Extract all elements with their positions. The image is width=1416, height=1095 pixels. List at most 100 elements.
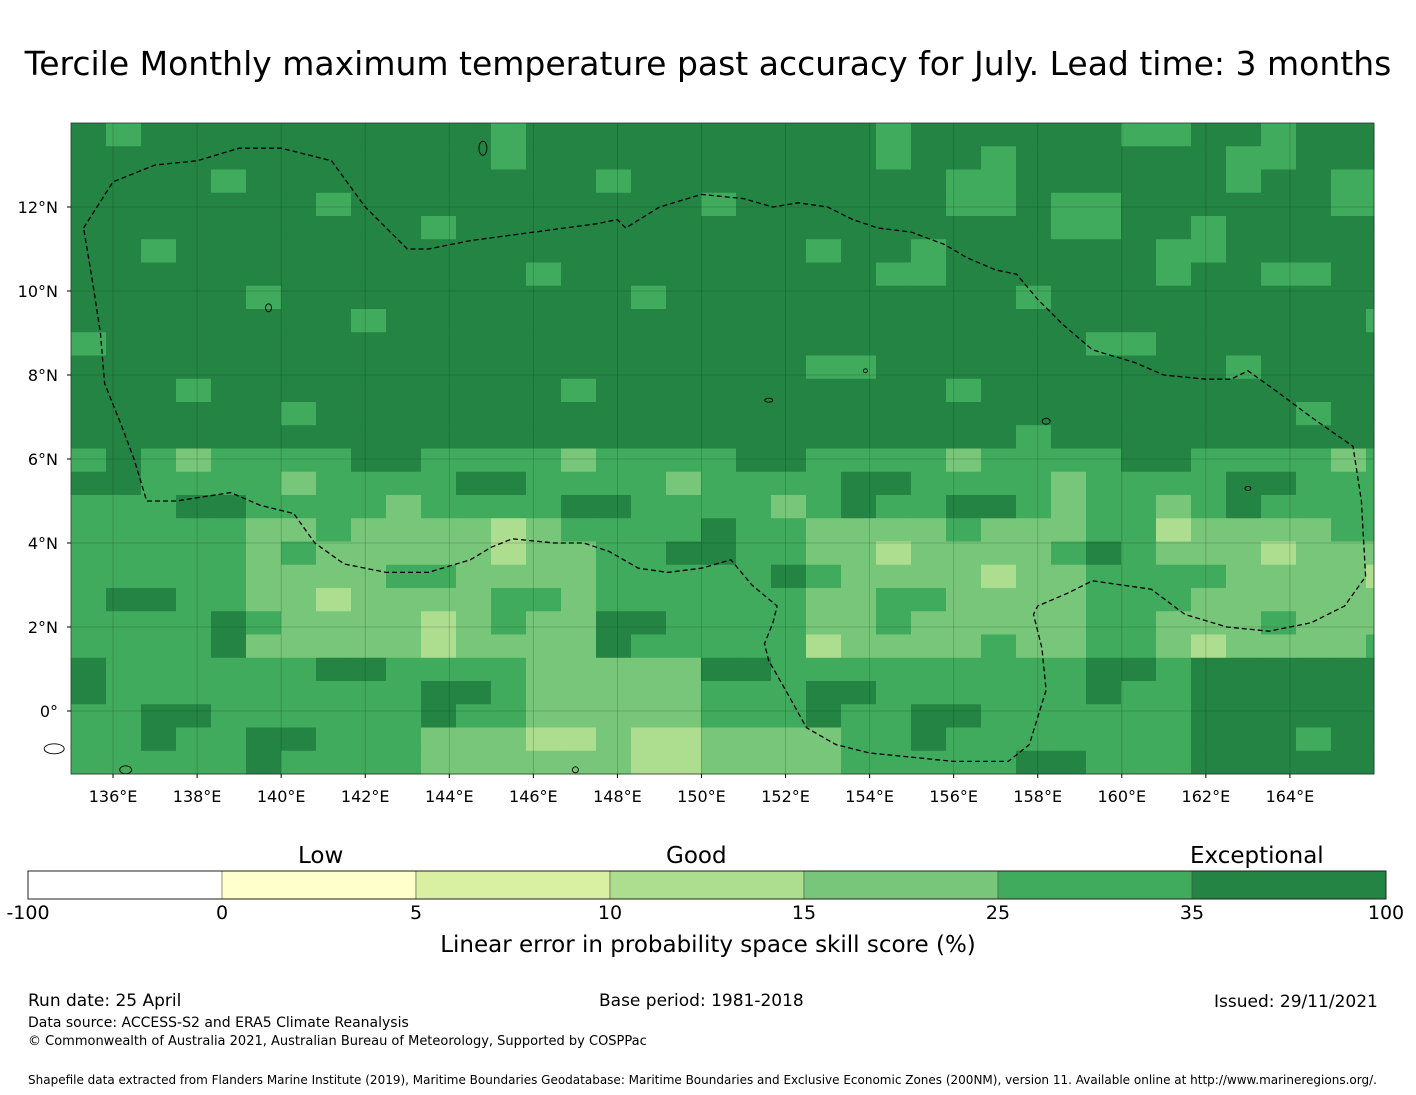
grid-cell	[1331, 564, 1367, 589]
grid-cell	[631, 355, 667, 380]
grid-cell	[701, 448, 737, 473]
grid-cell	[526, 704, 562, 728]
grid-cell	[736, 611, 772, 635]
grid-cell	[141, 262, 177, 287]
grid-cell	[981, 448, 1017, 473]
grid-cell	[1156, 355, 1192, 380]
grid-cell	[911, 123, 947, 147]
grid-cell	[316, 425, 352, 449]
grid-cell	[736, 471, 772, 496]
grid-cell	[1226, 727, 1262, 752]
grid-cell	[1226, 332, 1262, 356]
grid-cell	[1366, 239, 1375, 263]
grid-cell	[1156, 518, 1192, 542]
grid-cell	[1366, 332, 1375, 356]
grid-cell	[981, 402, 1017, 426]
grid-cell	[561, 262, 597, 287]
grid-cell	[351, 634, 387, 659]
grid-cell	[1366, 704, 1375, 728]
grid-cell	[561, 448, 597, 473]
shapefile-credit: Shapefile data extracted from Flanders M…	[28, 1073, 1377, 1087]
lat-tick-label: 12°N	[18, 198, 58, 217]
grid-cell	[981, 309, 1017, 333]
grid-cell	[1086, 309, 1122, 333]
grid-cell	[771, 750, 807, 775]
grid-cell	[526, 750, 562, 775]
grid-cell	[211, 332, 247, 356]
grid-cell	[771, 611, 807, 635]
grid-cell	[316, 657, 352, 682]
grid-cell	[631, 169, 667, 194]
grid-cell	[1051, 169, 1087, 194]
grid-cell	[841, 727, 877, 752]
grid-cell	[806, 611, 842, 635]
grid-cell	[71, 727, 107, 752]
grid-cell	[596, 425, 632, 449]
grid-cell	[316, 681, 352, 705]
grid-cell	[1261, 262, 1297, 287]
grid-cell	[1366, 355, 1375, 380]
grid-cell	[806, 727, 842, 752]
grid-cell	[211, 471, 247, 496]
grid-cell	[1156, 285, 1192, 310]
grid-cell	[841, 332, 877, 356]
grid-cell	[456, 169, 492, 194]
grid-cell	[246, 471, 282, 496]
grid-cell	[981, 192, 1017, 217]
grid-cell	[491, 681, 527, 705]
grid-cell	[806, 681, 842, 705]
grid-cell	[386, 634, 422, 659]
grid-cell	[281, 309, 317, 333]
grid-cell	[596, 634, 632, 659]
grid-cell	[631, 285, 667, 310]
grid-cell	[246, 564, 282, 589]
grid-cell	[1226, 750, 1262, 775]
grid-cell	[981, 704, 1017, 728]
grid-cell	[176, 727, 212, 752]
grid-cell	[176, 192, 212, 217]
grid-cell	[561, 611, 597, 635]
grid-cell	[631, 657, 667, 682]
grid-cell	[386, 471, 422, 496]
grid-cell	[911, 681, 947, 705]
grid-cell	[71, 657, 107, 682]
grid-cell	[1086, 448, 1122, 473]
grid-cell	[911, 355, 947, 380]
grid-cell	[141, 239, 177, 263]
grid-cell	[1156, 471, 1192, 496]
grid-cell	[876, 750, 912, 775]
grid-cell	[1086, 518, 1122, 542]
island-outline	[1041, 417, 1051, 425]
grid-cell	[1261, 541, 1297, 566]
grid-cell	[596, 518, 632, 542]
grid-cell	[526, 611, 562, 635]
grid-cell	[281, 541, 317, 566]
grid-cell	[526, 681, 562, 705]
grid-cell	[491, 123, 527, 147]
grid-cell	[176, 471, 212, 496]
grid-cell	[1051, 750, 1087, 775]
grid-cell	[386, 192, 422, 217]
grid-cell	[1261, 402, 1297, 426]
grid-cell	[176, 378, 212, 403]
grid-cell	[71, 564, 107, 589]
grid-cell	[211, 564, 247, 589]
grid-cell	[876, 541, 912, 566]
grid-cell	[386, 378, 422, 403]
grid-cell	[1296, 169, 1332, 194]
grid-cell	[1156, 541, 1192, 566]
grid-cell	[1296, 216, 1332, 240]
island-outline	[478, 140, 488, 156]
grid-cell	[1331, 634, 1367, 659]
grid-cell	[1261, 378, 1297, 403]
grid-cell	[176, 518, 212, 542]
grid-cell	[1121, 518, 1157, 542]
grid-cell	[806, 355, 842, 380]
grid-cell	[71, 216, 107, 240]
grid-cell	[316, 588, 352, 612]
grid-cell	[736, 750, 772, 775]
grid-cell	[666, 192, 702, 217]
grid-cell	[596, 681, 632, 705]
lon-tick-label: 136°E	[89, 787, 138, 806]
grid-cell	[1261, 657, 1297, 682]
